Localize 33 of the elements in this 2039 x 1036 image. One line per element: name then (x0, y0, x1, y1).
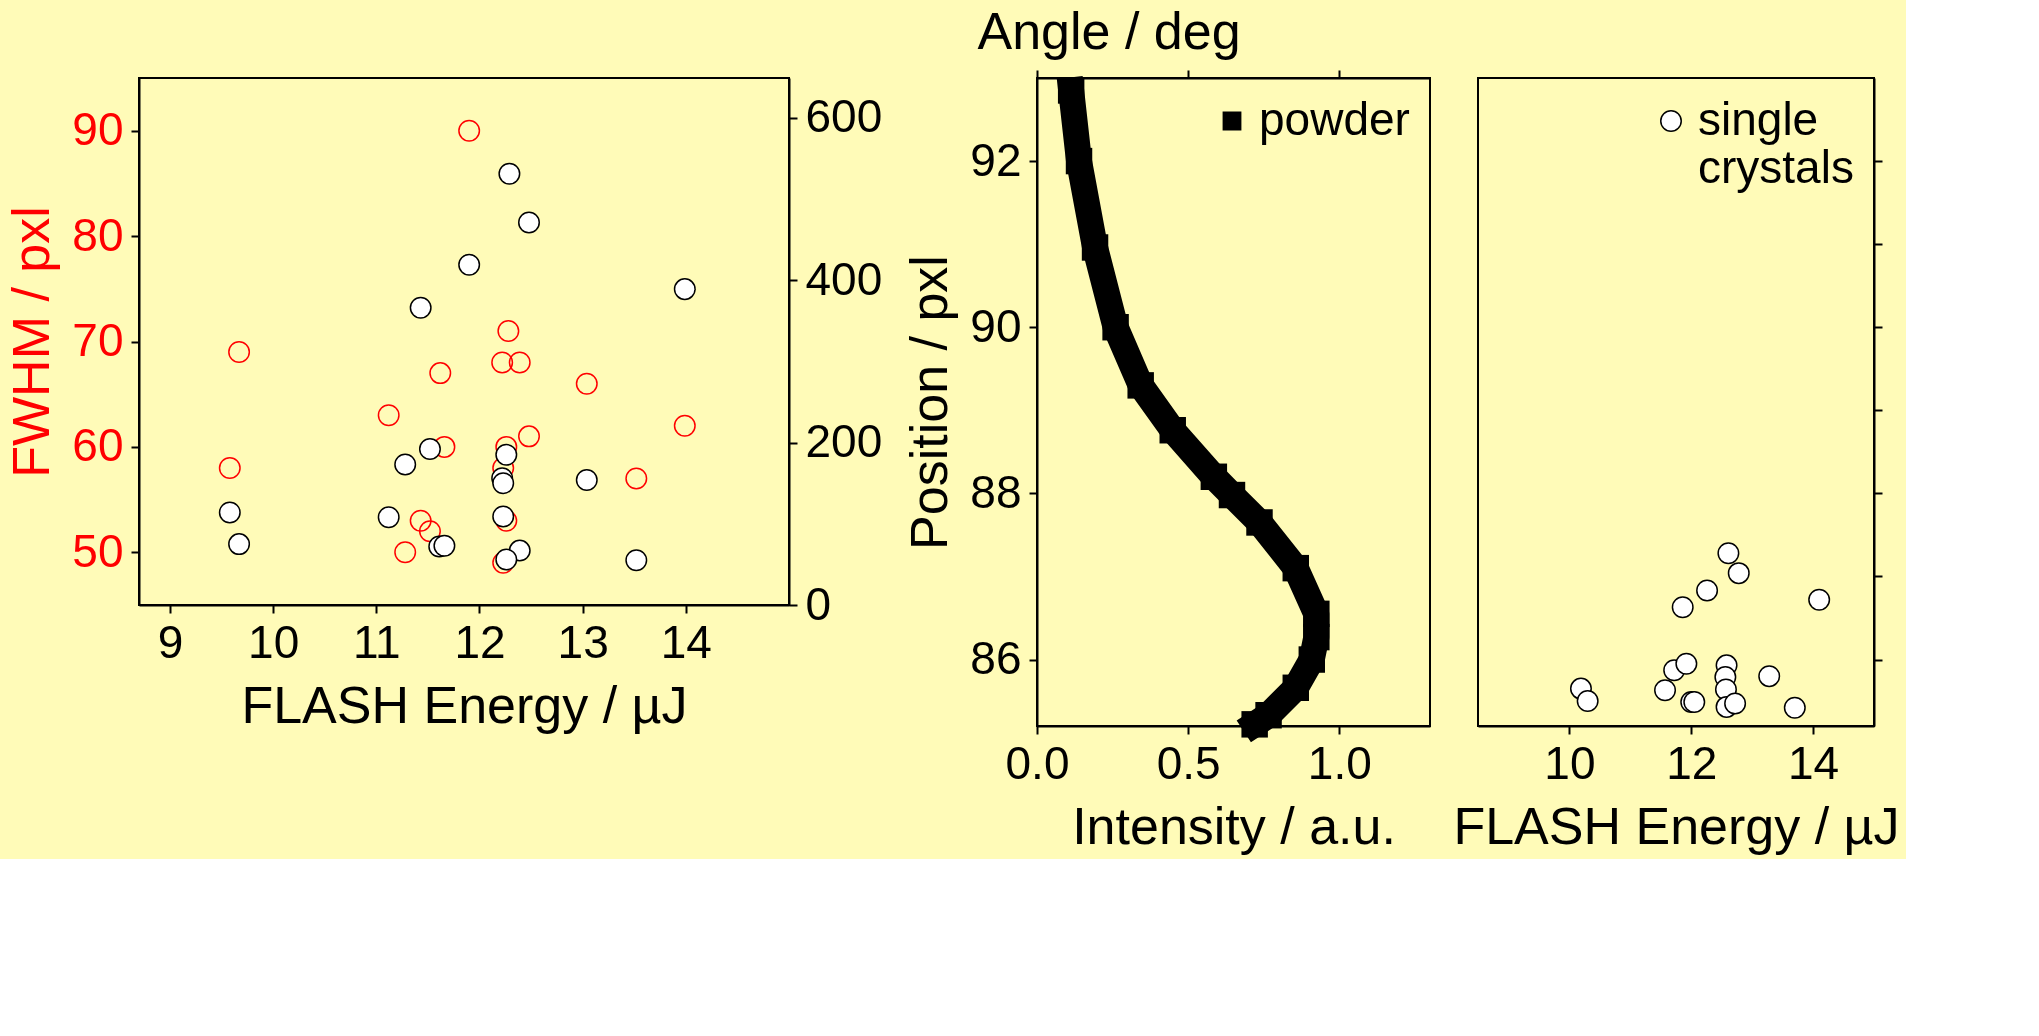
y-tick-label: 88 (970, 465, 1022, 518)
x-tick-label: 10 (1544, 736, 1596, 789)
x-tick-label: 12 (454, 615, 506, 668)
y-tick-label: 50 (72, 524, 124, 577)
y-tick-label: 70 (72, 314, 124, 366)
y2-tick-label: 0 (805, 577, 832, 630)
x-axis-title: Intensity / a.u. (1072, 796, 1396, 855)
y2-tick-label: 600 (805, 90, 883, 143)
y2-tick-label: 200 (805, 415, 883, 468)
x-axis-title: FLASH Energy / µJ (241, 675, 688, 734)
x-tick-label: 11 (352, 615, 401, 668)
x-axis-title: FLASH Energy / µJ (1453, 796, 1900, 855)
legend-label: single crystals (1698, 93, 1854, 193)
y-tick-label: 80 (72, 208, 124, 261)
y-tick-label: 90 (970, 299, 1022, 352)
x-tick-label: 14 (660, 615, 712, 668)
y-tick-label: 90 (72, 103, 124, 156)
x-tick-label: 14 (1787, 736, 1840, 789)
y-tick-label: 92 (970, 133, 1022, 186)
x2-axis-title: Angle / deg (977, 1, 1241, 60)
y2-tick-label: 400 (805, 252, 883, 305)
y-tick-label: 60 (72, 419, 124, 472)
x-tick-label: 1.0 (1307, 736, 1372, 789)
x-tick-label: 9 (157, 615, 184, 668)
y-axis-title: Position / pxl (900, 255, 959, 550)
x-tick-label: 13 (557, 615, 609, 668)
x-tick-label: 10 (248, 615, 300, 668)
x-tick-label: 0.0 (1005, 736, 1070, 789)
x-tick-label: 12 (1666, 736, 1718, 789)
x-tick-label: 0.5 (1156, 736, 1221, 789)
y-axis-title: FWHM / pxl (2, 206, 61, 478)
legend-label: powder (1259, 93, 1410, 145)
y-tick-label: 86 (970, 632, 1022, 685)
